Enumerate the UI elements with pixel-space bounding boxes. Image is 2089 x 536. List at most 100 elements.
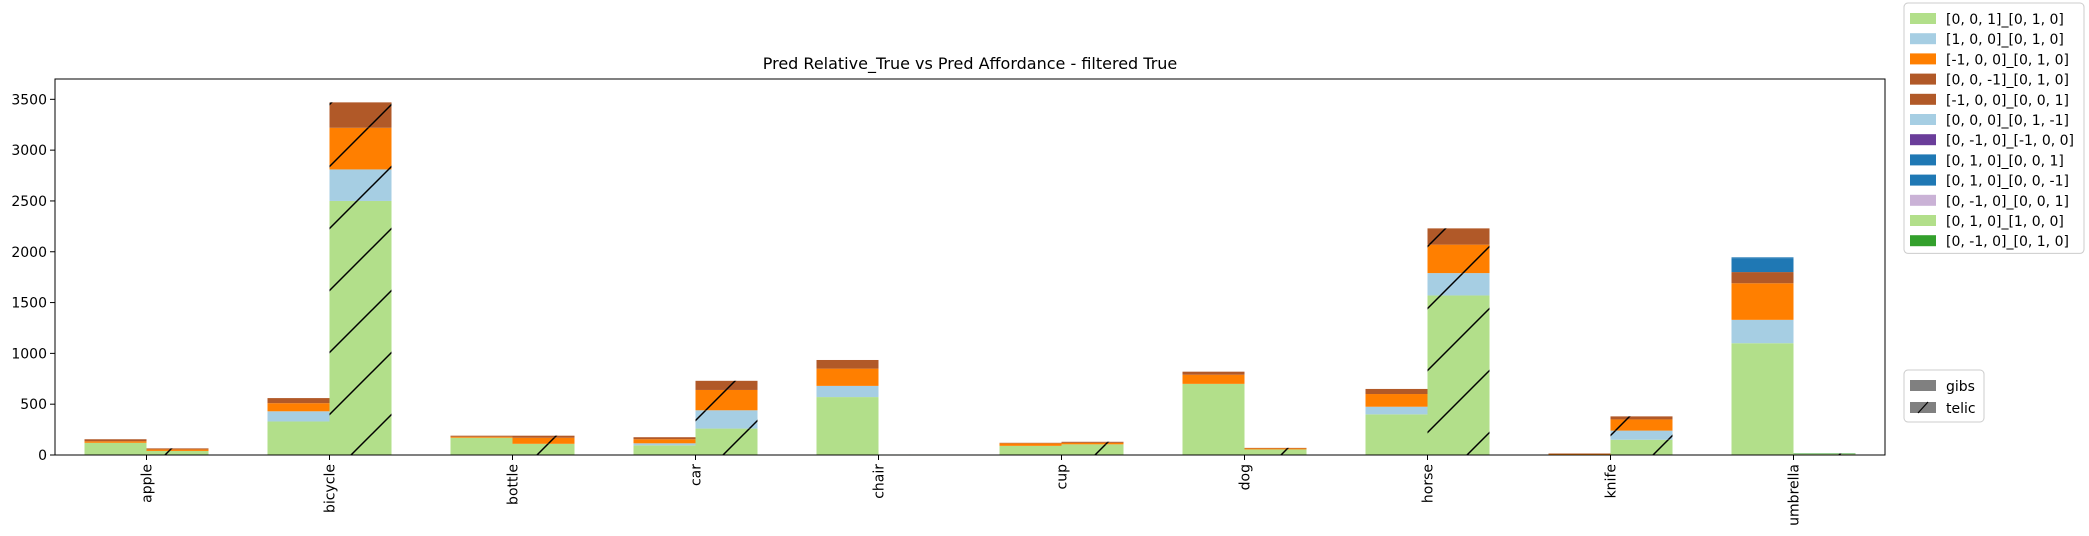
group-legend-label: gibs xyxy=(1946,379,1975,395)
legend-swatch xyxy=(1910,215,1936,226)
group-legend-hatch xyxy=(1917,401,1929,414)
legend-swatch xyxy=(1910,13,1936,24)
bar-hatch-dog-3 xyxy=(1244,447,1307,449)
bar-horse-gibs-2 xyxy=(1365,394,1428,407)
bar-hatch-dog-2 xyxy=(1244,448,1307,450)
bar-hatch-knife-2 xyxy=(1610,419,1673,431)
bar-knife-gibs-2 xyxy=(1548,453,1611,455)
y-tick-label: 1500 xyxy=(11,296,47,312)
bar-bicycle-gibs-3 xyxy=(267,398,330,404)
bar-umbrella-gibs-7 xyxy=(1731,258,1794,273)
legend-swatch xyxy=(1910,114,1936,125)
legend: [0, 0, 1]_[0, 1, 0] [1, 0, 0]_[0, 1, 0] [-… xyxy=(1903,2,2085,254)
legend-label: [-1, 0, 0]_[0, 0, 1] xyxy=(1946,93,2069,109)
bar-bicycle-gibs-0 xyxy=(267,421,330,455)
legend-frame xyxy=(1903,2,2085,254)
bar-bicycle-gibs-1 xyxy=(267,411,330,422)
legend-label: [0, 0, 0]_[0, 1, -1] xyxy=(1946,113,2069,129)
bar-hatch-bottle-2 xyxy=(512,437,575,444)
bar-hatch-bicycle-2 xyxy=(329,127,392,170)
group-legend: gibs telic xyxy=(1903,369,1985,423)
bar-knife-gibs-3 xyxy=(1548,453,1611,454)
y-tick-label: 1000 xyxy=(11,346,47,362)
legend-swatch xyxy=(1910,154,1936,166)
bar-umbrella-gibs-1 xyxy=(1731,319,1794,344)
bar-hatch-car-3 xyxy=(695,380,758,390)
legend-label: [0, -1, 0]_[-1, 0, 0] xyxy=(1946,133,2074,149)
bar-hatch-umbrella-11 xyxy=(1793,453,1856,454)
legend-swatch xyxy=(1910,33,1936,45)
bar-car-gibs-3 xyxy=(633,437,696,440)
x-tick-label: apple xyxy=(140,464,156,503)
x-tick-label: chair xyxy=(872,464,888,499)
bar-hatch-cup-3 xyxy=(1061,441,1124,443)
bar-car-gibs-2 xyxy=(633,439,696,444)
bar-umbrella-gibs-3 xyxy=(1731,272,1794,284)
bar-cup-gibs-2 xyxy=(999,443,1062,446)
legend-label: [1, 0, 0]_[0, 1, 0] xyxy=(1946,32,2064,48)
bar-horse-gibs-0 xyxy=(1365,414,1428,455)
bar-hatch-apple-0 xyxy=(146,450,209,455)
bar-hatch-bottle-0 xyxy=(512,443,575,455)
bar-hatch-bottle-3 xyxy=(512,435,575,438)
bar-apple-gibs-3 xyxy=(84,439,147,442)
bar-chair-gibs-2 xyxy=(816,368,879,386)
x-tick-label: cup xyxy=(1055,464,1071,490)
group-legend-label: telic xyxy=(1946,401,1976,417)
bar-horse-gibs-1 xyxy=(1365,406,1428,415)
legend-swatch xyxy=(1910,134,1936,146)
legend-label: [0, 0, -1]_[0, 1, 0] xyxy=(1946,73,2069,89)
y-tick-label: 500 xyxy=(20,397,47,413)
bar-bottle-gibs-3 xyxy=(450,435,513,437)
legend-swatch xyxy=(1910,73,1936,85)
bar-hatch-horse-0 xyxy=(1427,295,1490,455)
legend-swatch xyxy=(1910,194,1936,206)
bar-umbrella-gibs-8 xyxy=(1731,257,1794,259)
group-legend-swatch xyxy=(1910,380,1936,391)
plot-frame xyxy=(54,78,1886,456)
legend-swatch xyxy=(1910,53,1936,65)
bar-bottle-gibs-0 xyxy=(450,437,513,455)
legend-label: [0, 1, 0]_[0, 0, -1] xyxy=(1946,174,2069,190)
bar-hatch-horse-1 xyxy=(1427,273,1490,296)
bar-hatch-horse-3 xyxy=(1427,228,1490,245)
bar-hatch-knife-0 xyxy=(1610,439,1673,455)
bar-car-gibs-1 xyxy=(633,443,696,446)
bar-hatch-bicycle-1 xyxy=(329,169,392,201)
bar-chair-gibs-0 xyxy=(816,397,879,455)
x-tick-label: knife xyxy=(1604,464,1620,498)
bar-dog-gibs-2 xyxy=(1182,374,1245,384)
bar-hatch-bicycle-0 xyxy=(329,200,392,455)
y-tick-label: 2000 xyxy=(11,245,47,261)
bar-bicycle-gibs-2 xyxy=(267,403,330,412)
bar-umbrella-gibs-0 xyxy=(1731,343,1794,455)
bar-hatch-car-0 xyxy=(695,428,758,455)
bar-chair-gibs-1 xyxy=(816,385,879,398)
legend-swatch xyxy=(1910,93,1936,105)
y-tick-label: 2500 xyxy=(11,194,47,210)
bar-apple-gibs-0 xyxy=(84,442,147,455)
legend-label: [0, -1, 0]_[0, 0, 1] xyxy=(1946,194,2069,210)
bar-hatch-car-2 xyxy=(695,389,758,411)
bar-hatch-knife-3 xyxy=(1610,416,1673,420)
chart-title: Pred Relative_True vs Pred Affordance - … xyxy=(763,54,1178,74)
x-tick-label: bottle xyxy=(506,464,522,505)
legend-swatch xyxy=(1910,235,1936,247)
bar-cup-gibs-0 xyxy=(999,445,1062,455)
legend-label: [0, 1, 0]_[1, 0, 0] xyxy=(1946,214,2064,230)
bar-cup-gibs-3 xyxy=(999,442,1062,444)
y-tick-label: 3000 xyxy=(11,143,47,159)
legend-label: [0, 0, 1]_[0, 1, 0] xyxy=(1946,12,2064,28)
x-tick-label: car xyxy=(689,464,705,486)
x-tick-label: dog xyxy=(1238,464,1254,490)
bar-hatch-umbrella-0 xyxy=(1793,453,1856,455)
bar-bottle-gibs-2 xyxy=(450,436,513,438)
bar-hatch-cup-0 xyxy=(1061,444,1124,455)
legend-swatch xyxy=(1910,174,1936,186)
bar-car-gibs-0 xyxy=(633,445,696,455)
bar-hatch-bicycle-3 xyxy=(329,102,392,128)
bar-dog-gibs-0 xyxy=(1182,383,1245,455)
y-tick-label: 3500 xyxy=(11,92,47,108)
bar-hatch-apple-2 xyxy=(146,449,209,451)
